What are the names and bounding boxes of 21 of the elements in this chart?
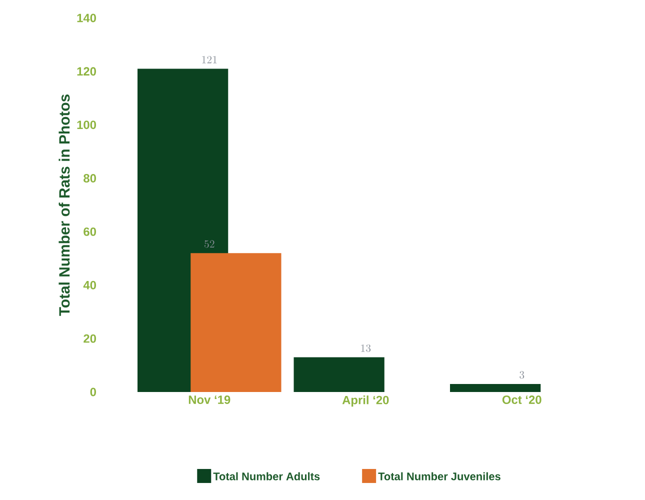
x-tick-label: Nov ‘19 bbox=[188, 396, 230, 404]
y-tick-label: 140 bbox=[77, 14, 96, 22]
data-label: 3 bbox=[520, 371, 524, 379]
y-tick-label: 100 bbox=[77, 120, 96, 130]
y-tick-label: 80 bbox=[84, 174, 96, 182]
x-tick-label: Oct ‘20 bbox=[502, 396, 542, 404]
bar bbox=[450, 384, 541, 392]
y-tick-label: 60 bbox=[84, 227, 96, 236]
bar bbox=[294, 357, 384, 392]
x-tick-label: April ‘20 bbox=[342, 396, 389, 407]
legend-label: Total Number Adults bbox=[213, 472, 320, 480]
data-label: 52 bbox=[204, 240, 214, 248]
data-label: 13 bbox=[361, 344, 371, 352]
legend-label: Total Number Juveniles bbox=[378, 472, 500, 480]
data-label: 121 bbox=[202, 56, 217, 64]
y-tick-label: 20 bbox=[84, 334, 96, 343]
y-tick-label: 40 bbox=[83, 280, 96, 290]
y-tick-label: 0 bbox=[90, 388, 96, 396]
bar bbox=[190, 253, 282, 392]
y-tick-label: 120 bbox=[77, 67, 96, 76]
y-axis-title: Total Number of Rats in Photos bbox=[58, 94, 70, 316]
